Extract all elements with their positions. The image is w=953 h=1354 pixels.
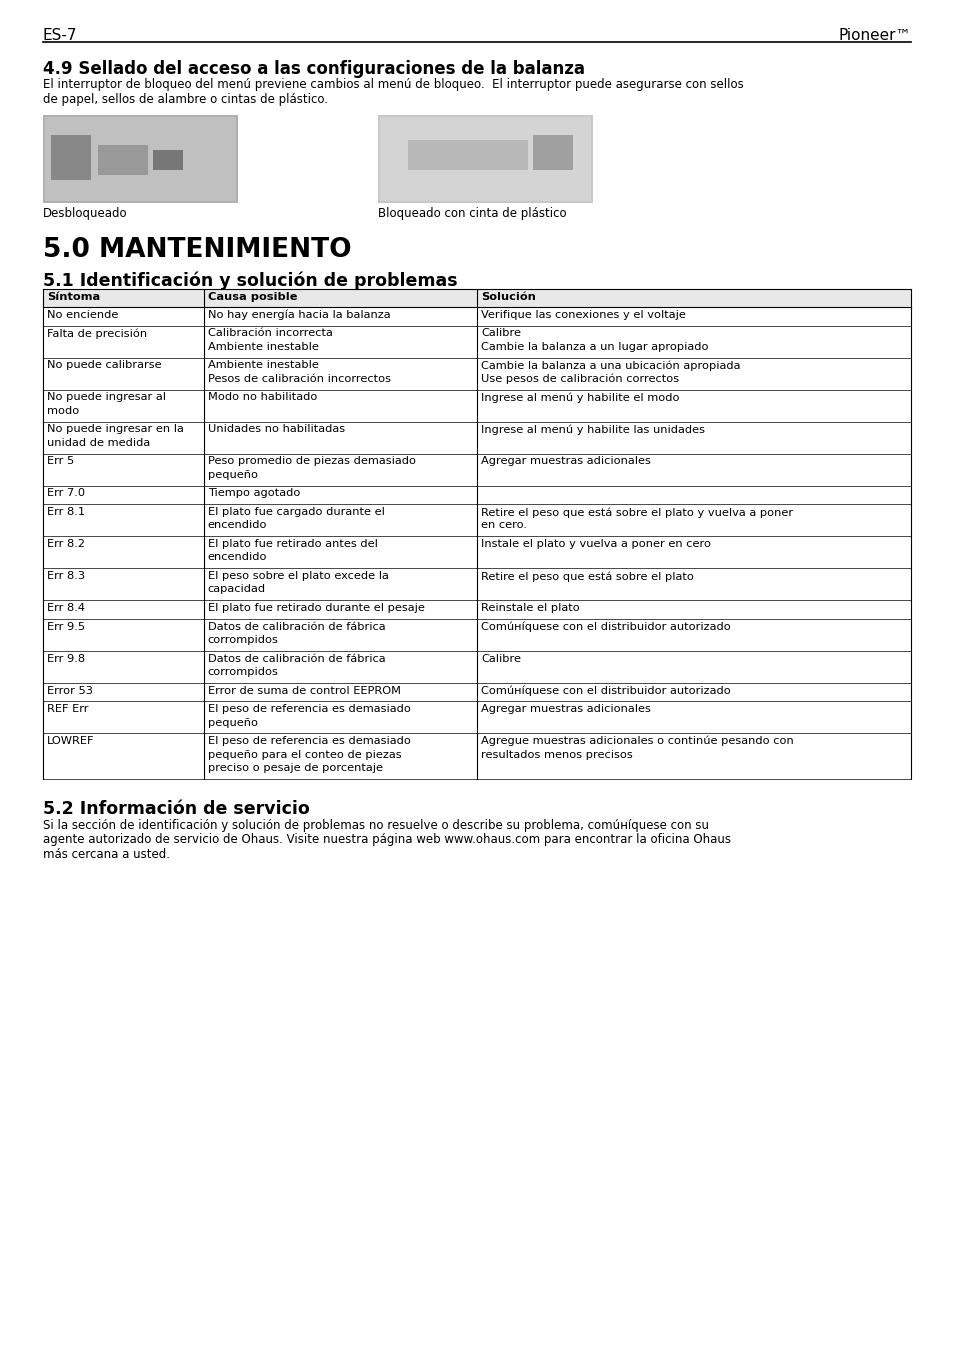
Text: Ingrese al menú y habilite el modo: Ingrese al menú y habilite el modo [480, 393, 679, 403]
Text: pequeño: pequeño [208, 718, 257, 727]
Text: Verifique las conexiones y el voltaje: Verifique las conexiones y el voltaje [480, 310, 685, 320]
Text: Agregar muestras adicionales: Agregar muestras adicionales [480, 456, 650, 467]
Bar [51, 135, 91, 180]
Text: Use pesos de calibración correctos: Use pesos de calibración correctos [480, 374, 679, 385]
Text: 5.0 MANTENIMIENTO: 5.0 MANTENIMIENTO [43, 237, 352, 263]
Text: encendido: encendido [208, 552, 267, 562]
Bar [98, 145, 148, 175]
Text: Ambiente inestable: Ambiente inestable [208, 343, 318, 352]
Text: Comúнíquese con el distribuidor autorizado: Comúнíquese con el distribuidor autoriza… [480, 621, 730, 632]
Text: Calibre: Calibre [480, 654, 520, 663]
Text: LOWREF: LOWREF [47, 737, 94, 746]
Text: Solución: Solución [480, 292, 536, 302]
Text: Tiempo agotado: Tiempo agotado [208, 489, 299, 498]
Text: Err 8.2: Err 8.2 [47, 539, 85, 548]
Text: Pioneer™: Pioneer™ [838, 28, 910, 43]
Bar [377, 115, 593, 203]
Bar [45, 116, 235, 200]
Text: agente autorizado de servicio de Ohaus. Visite nuestra página web www.ohaus.com : agente autorizado de servicio de Ohaus. … [43, 833, 730, 846]
Text: El plato fue retirado durante el pesaje: El plato fue retirado durante el pesaje [208, 603, 424, 613]
Text: El plato fue cargado durante el: El plato fue cargado durante el [208, 506, 384, 517]
Text: corrompidos: corrompidos [208, 668, 278, 677]
Text: 5.2 Información de servicio: 5.2 Información de servicio [43, 800, 310, 819]
Text: Ambiente inestable: Ambiente inestable [208, 360, 318, 371]
Text: Ingrese al menú y habilite las unidades: Ingrese al menú y habilite las unidades [480, 425, 704, 435]
Text: Unidades no habilitadas: Unidades no habilitadas [208, 425, 344, 435]
Text: pequeño para el conteo de piezas: pequeño para el conteo de piezas [208, 750, 401, 760]
Text: preciso o pesaje de porcentaje: preciso o pesaje de porcentaje [208, 764, 382, 773]
Text: Causa posible: Causa posible [208, 292, 296, 302]
Text: Err 8.4: Err 8.4 [47, 603, 85, 613]
Text: corrompidos: corrompidos [208, 635, 278, 645]
Text: REF Err: REF Err [47, 704, 89, 714]
Text: El plato fue retirado antes del: El plato fue retirado antes del [208, 539, 377, 548]
Text: Datos de calibración de fábrica: Datos de calibración de fábrica [208, 654, 385, 663]
Text: en cero.: en cero. [480, 520, 526, 531]
Text: Comúнíquese con el distribuidor autorizado: Comúнíquese con el distribuidor autoriza… [480, 685, 730, 696]
Text: encendido: encendido [208, 520, 267, 531]
Text: Agregue muestras adicionales o continúe pesando con: Agregue muestras adicionales o continúe … [480, 737, 793, 746]
Text: Bloqueado con cinta de plástico: Bloqueado con cinta de plástico [377, 207, 566, 219]
Text: El peso sobre el plato excede la: El peso sobre el plato excede la [208, 571, 388, 581]
Text: Retire el peso que está sobre el plato: Retire el peso que está sobre el plato [480, 571, 693, 581]
Text: No puede ingresar al: No puede ingresar al [47, 393, 166, 402]
Text: Síntoma: Síntoma [47, 292, 100, 302]
Text: El interruptor de bloqueo del menú previene cambios al menú de bloqueo.  El inte: El interruptor de bloqueo del menú previ… [43, 79, 743, 91]
Text: Err 9.5: Err 9.5 [47, 621, 85, 631]
Bar [408, 139, 527, 171]
Text: Retire el peso que está sobre el plato y vuelva a poner: Retire el peso que está sobre el plato y… [480, 506, 792, 517]
Bar [43, 288, 910, 307]
Bar [379, 116, 590, 200]
Text: Err 8.3: Err 8.3 [47, 571, 85, 581]
Text: ES-7: ES-7 [43, 28, 77, 43]
Text: pequeño: pequeño [208, 470, 257, 481]
Text: El peso de referencia es demasiado: El peso de referencia es demasiado [208, 704, 410, 714]
Text: Instale el plato y vuelva a poner en cero: Instale el plato y vuelva a poner en cer… [480, 539, 710, 548]
Text: Falta de precisión: Falta de precisión [47, 329, 147, 338]
Bar [533, 135, 573, 171]
Text: No puede ingresar en la: No puede ingresar en la [47, 425, 184, 435]
Text: unidad de medida: unidad de medida [47, 437, 150, 448]
Text: Modo no habilitado: Modo no habilitado [208, 393, 316, 402]
Bar [43, 115, 237, 203]
Text: Reinstale el plato: Reinstale el plato [480, 603, 579, 613]
Text: Peso promedio de piezas demasiado: Peso promedio de piezas demasiado [208, 456, 416, 467]
Text: Err 5: Err 5 [47, 456, 74, 467]
Text: Calibre: Calibre [480, 329, 520, 338]
Text: No enciende: No enciende [47, 310, 118, 320]
Text: Err 9.8: Err 9.8 [47, 654, 85, 663]
Text: Calibración incorrecta: Calibración incorrecta [208, 329, 332, 338]
Text: Error 53: Error 53 [47, 685, 92, 696]
Text: Desbloqueado: Desbloqueado [43, 207, 128, 219]
Text: Error de suma de control EEPROM: Error de suma de control EEPROM [208, 685, 400, 696]
Text: Pesos de calibración incorrectos: Pesos de calibración incorrectos [208, 374, 390, 385]
Text: Si la sección de identificación y solución de problemas no resuelve o describe s: Si la sección de identificación y soluci… [43, 819, 708, 831]
Text: resultados menos precisos: resultados menos precisos [480, 750, 632, 760]
Text: El peso de referencia es demasiado: El peso de referencia es demasiado [208, 737, 410, 746]
Text: más cercana a usted.: más cercana a usted. [43, 848, 170, 861]
Text: 5.1 Identificación y solución de problemas: 5.1 Identificación y solución de problem… [43, 271, 457, 290]
Text: Err 7.0: Err 7.0 [47, 489, 85, 498]
Bar [152, 150, 183, 171]
Text: modo: modo [47, 406, 79, 416]
Text: Cambie la balanza a un lugar apropiado: Cambie la balanza a un lugar apropiado [480, 343, 708, 352]
Text: Err 8.1: Err 8.1 [47, 506, 85, 517]
Text: Cambie la balanza a una ubicación apropiada: Cambie la balanza a una ubicación apropi… [480, 360, 740, 371]
Text: Agregar muestras adicionales: Agregar muestras adicionales [480, 704, 650, 714]
Text: No hay energía hacia la balanza: No hay energía hacia la balanza [208, 310, 390, 321]
Text: No puede calibrarse: No puede calibrarse [47, 360, 161, 371]
Text: 4.9 Sellado del acceso a las configuraciones de la balanza: 4.9 Sellado del acceso a las configuraci… [43, 60, 584, 79]
Text: de papel, sellos de alambre o cintas de plástico.: de papel, sellos de alambre o cintas de … [43, 92, 328, 106]
Text: Datos de calibración de fábrica: Datos de calibración de fábrica [208, 621, 385, 631]
Text: capacidad: capacidad [208, 585, 266, 594]
